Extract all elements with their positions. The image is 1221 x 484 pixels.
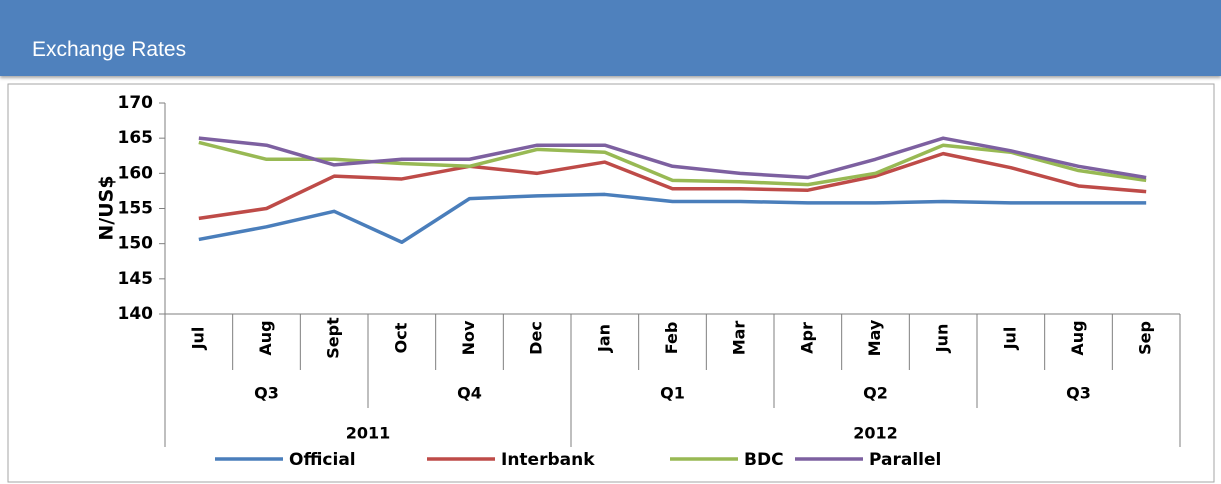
legend-label: Interbank — [501, 450, 595, 470]
x-tick-label: May — [865, 319, 884, 356]
y-tick-label: 160 — [118, 163, 154, 183]
legend-label: BDC — [744, 450, 784, 470]
x-tick-label: Mar — [730, 321, 749, 356]
y-axis-label: N/US$ — [96, 175, 118, 240]
header-bar — [0, 0, 1221, 76]
y-tick-label: 155 — [118, 199, 154, 219]
page-title: Exchange Rates — [32, 38, 187, 61]
series-line — [198, 136, 1147, 180]
y-tick-label: 170 — [118, 93, 154, 113]
year-label: 2012 — [853, 424, 898, 443]
x-tick-label: Aug — [1068, 320, 1087, 355]
x-tick-label: Sep — [1136, 321, 1155, 355]
x-tick-label: Feb — [662, 322, 681, 355]
legend-label: Parallel — [869, 450, 941, 470]
quarter-label: Q2 — [863, 384, 888, 403]
series-line — [198, 140, 1147, 187]
x-tick-label: Jan — [594, 324, 613, 353]
x-tick-label: Jun — [933, 324, 952, 354]
year-label: 2011 — [346, 424, 391, 443]
x-tick-label: Apr — [797, 322, 816, 354]
x-tick-label: Jul — [1000, 327, 1019, 351]
x-tick-label: Sept — [324, 317, 343, 359]
legend-label: Official — [289, 450, 356, 470]
quarter-label: Q4 — [457, 384, 482, 403]
y-tick-label: 145 — [118, 269, 154, 289]
quarter-label: Q3 — [254, 384, 279, 403]
y-tick-label: 165 — [118, 128, 154, 148]
x-tick-label: Dec — [527, 321, 546, 355]
quarter-label: Q3 — [1066, 384, 1091, 403]
series-line — [198, 192, 1147, 245]
x-tick-label: Nov — [459, 320, 478, 355]
x-tick-label: Jul — [188, 327, 207, 351]
x-tick-label: Oct — [391, 322, 410, 353]
y-tick-label: 140 — [118, 304, 154, 324]
x-tick-label: Aug — [256, 320, 275, 355]
quarter-label: Q1 — [660, 384, 685, 403]
series-line — [198, 151, 1147, 221]
chart-frame — [7, 83, 1215, 483]
y-tick-label: 150 — [118, 234, 154, 254]
